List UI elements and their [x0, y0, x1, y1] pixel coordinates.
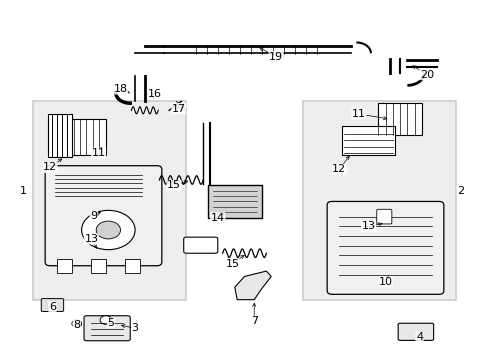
Bar: [302, 102, 455, 300]
Text: 19: 19: [268, 52, 283, 62]
Bar: [91, 258, 106, 273]
Text: 6: 6: [49, 302, 56, 312]
Text: 3: 3: [131, 323, 138, 333]
Text: 8: 8: [73, 320, 80, 330]
Circle shape: [100, 316, 112, 324]
Bar: [341, 126, 394, 155]
Bar: [47, 114, 72, 157]
Text: 12: 12: [43, 162, 57, 172]
FancyBboxPatch shape: [397, 323, 433, 341]
Text: 13: 13: [361, 221, 375, 231]
Bar: [207, 185, 261, 217]
FancyBboxPatch shape: [45, 166, 162, 266]
FancyBboxPatch shape: [326, 202, 443, 294]
FancyBboxPatch shape: [84, 316, 130, 341]
Text: 16: 16: [147, 89, 161, 99]
Text: 1: 1: [20, 186, 27, 196]
Text: 9: 9: [90, 211, 97, 221]
Text: 20: 20: [419, 69, 433, 80]
FancyBboxPatch shape: [183, 237, 217, 253]
FancyBboxPatch shape: [41, 298, 63, 311]
Text: 7: 7: [250, 316, 257, 326]
Bar: [125, 258, 140, 273]
Text: 15: 15: [167, 180, 181, 190]
Text: 18: 18: [113, 84, 127, 94]
FancyBboxPatch shape: [376, 209, 391, 224]
Text: 13: 13: [84, 234, 98, 244]
Text: 17: 17: [171, 104, 185, 113]
Circle shape: [81, 210, 135, 249]
Bar: [33, 102, 186, 300]
Text: 5: 5: [107, 318, 114, 328]
FancyBboxPatch shape: [67, 119, 106, 155]
Text: 4: 4: [415, 332, 422, 342]
FancyBboxPatch shape: [377, 103, 421, 135]
Text: 10: 10: [378, 277, 392, 287]
Polygon shape: [234, 271, 271, 300]
Text: 12: 12: [331, 164, 346, 174]
Circle shape: [72, 320, 81, 327]
Text: 2: 2: [456, 186, 464, 196]
Text: 11: 11: [351, 109, 365, 119]
Text: 15: 15: [225, 259, 239, 269]
Circle shape: [96, 221, 120, 239]
Text: 11: 11: [91, 148, 105, 158]
Bar: [57, 258, 72, 273]
Text: 14: 14: [210, 212, 224, 222]
